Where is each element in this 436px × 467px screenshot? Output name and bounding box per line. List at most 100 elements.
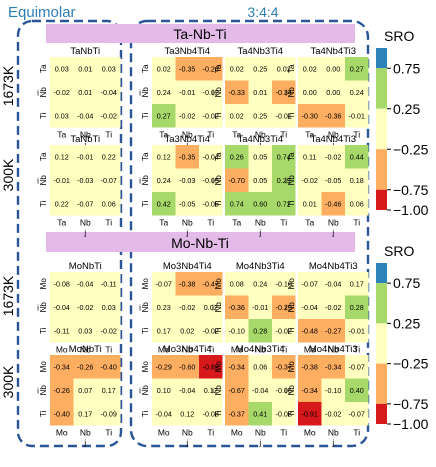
heatmap-cell — [199, 80, 223, 104]
cell-value: -0.07 — [156, 279, 172, 288]
colorbar-segment — [376, 403, 387, 424]
col-tick-label: Nb — [182, 218, 193, 228]
cell-value: 0.02 — [180, 326, 194, 335]
y-axis-label: i — [212, 88, 214, 97]
cell-value: -0.04 — [54, 303, 70, 312]
heatmap-cell — [50, 378, 74, 402]
col-tick-label: Nb — [80, 428, 91, 438]
colorbar-tick-label: −1.00 — [393, 202, 429, 218]
cell-value: 0.18 — [350, 176, 364, 185]
equimolar-header: Equimolar — [8, 4, 76, 21]
row-tick-label: Ti — [214, 200, 223, 207]
heatmap-cell — [321, 272, 345, 296]
col-tick-label: Mo — [231, 345, 243, 355]
cell-value: -0.01 — [349, 326, 365, 335]
col-tick-label: Ta — [159, 218, 168, 228]
col-tick-label: Nb — [328, 345, 339, 355]
cell-value: -0.08 — [54, 279, 70, 288]
colorbar-segment — [376, 263, 387, 284]
heatmap-cell — [50, 192, 74, 216]
cell-value: 0.28 — [350, 303, 364, 312]
cell-value: -0.02 — [325, 409, 341, 418]
cell-value: -0.07 — [101, 176, 117, 185]
colorbar-tick-label: −0.25 — [393, 356, 429, 372]
cell-value: -0.91 — [302, 409, 318, 418]
cell-value: -0.05 — [203, 199, 219, 208]
colorbar-tick-label: −0.75 — [393, 396, 429, 412]
row-tick-label: Ti — [141, 200, 150, 207]
temp-label-ta-300: 300K — [0, 158, 16, 191]
cell-value: -0.01 — [179, 88, 195, 97]
colorbar-tick-label: 0.75 — [393, 275, 420, 291]
row-tick-label: Ti — [287, 410, 296, 417]
cell-value: 0.02 — [230, 64, 244, 73]
col-tick-label: Ti — [105, 218, 112, 228]
cell-value: -0.47 — [203, 279, 219, 288]
row-tick-label: Ta — [287, 64, 296, 73]
cell-value: -0.04 — [203, 152, 219, 161]
heatmap-cell — [298, 104, 322, 128]
cell-value: 0.42 — [157, 199, 171, 208]
row-tick-label: Mo — [214, 278, 223, 290]
heatmap-cell — [152, 355, 176, 379]
col-tick-label: Ti — [105, 428, 112, 438]
row-tick-label: Nb — [214, 175, 223, 186]
panel-title: MoNbTi — [69, 344, 102, 355]
colorbar-tick-label: 0.75 — [393, 60, 420, 76]
cell-value: 0.27 — [350, 64, 364, 73]
panel-title: Ta4Nb3Ti4 — [237, 134, 283, 145]
heatmap-cell — [199, 145, 223, 169]
heatmap-cell — [298, 355, 322, 379]
heatmap-cell — [50, 295, 74, 319]
heatmap-cell — [272, 104, 296, 128]
cell-value: 0.25 — [253, 64, 267, 73]
colorbar: SRO 0.75 0.25 −0.25 −0.75 −1.00 — [376, 243, 429, 432]
heatmap-cell — [345, 272, 369, 296]
heatmap-cell — [199, 295, 223, 319]
cell-value: 0.02 — [204, 303, 218, 312]
temp-label-mo-1673: 1673K — [0, 275, 16, 316]
heatmap-cell — [199, 402, 223, 426]
heatmap-cell — [321, 295, 345, 319]
row-tick-label: Ta — [214, 152, 223, 161]
colorbar-label: SRO — [384, 243, 414, 259]
row-tick-label: Nb — [141, 87, 150, 98]
cell-value: 0.24 — [350, 88, 364, 97]
cell-value: 0.01 — [303, 199, 317, 208]
heatmap-cell — [225, 192, 249, 216]
col-tick-label: Nb — [80, 218, 91, 228]
panel-title: MoNbTi — [69, 261, 102, 272]
heatmap-cell — [272, 295, 296, 319]
heatmap-cell — [298, 295, 322, 319]
cell-value: -0.07 — [302, 279, 318, 288]
col-tick-label: Ti — [105, 130, 112, 140]
cell-value: 0.02 — [277, 64, 291, 73]
cell-value: 0.07 — [78, 386, 92, 395]
heatmap-cell — [175, 355, 199, 379]
heatmap-cell — [272, 402, 296, 426]
col-tick-label: Mo — [304, 345, 316, 355]
heatmap-cell — [199, 355, 223, 379]
cell-value: -0.29 — [276, 303, 292, 312]
cell-value: -0.82 — [203, 362, 219, 371]
row-tick-label: Mo — [141, 361, 150, 373]
heatmap-cell — [345, 295, 369, 319]
colorbar-segment — [376, 48, 387, 69]
cell-value: 0.02 — [157, 64, 171, 73]
cell-value: 0.25 — [253, 111, 267, 120]
heatmap-cell — [298, 402, 322, 426]
row-tick-label: Ti — [287, 112, 296, 119]
cell-value: 0.12 — [55, 152, 69, 161]
heatmap-cell — [272, 145, 296, 169]
col-tick-label: Ti — [207, 218, 214, 228]
cell-value: 0.03 — [78, 326, 92, 335]
cell-value: -0.02 — [101, 111, 117, 120]
cell-value: -0.40 — [54, 409, 70, 418]
cell-value: -0.34 — [325, 362, 341, 371]
x-axis-label: j — [83, 439, 86, 448]
col-tick-label: Nb — [182, 428, 193, 438]
y-axis-label: i — [37, 88, 39, 97]
row-tick-label: Ta — [141, 64, 150, 73]
